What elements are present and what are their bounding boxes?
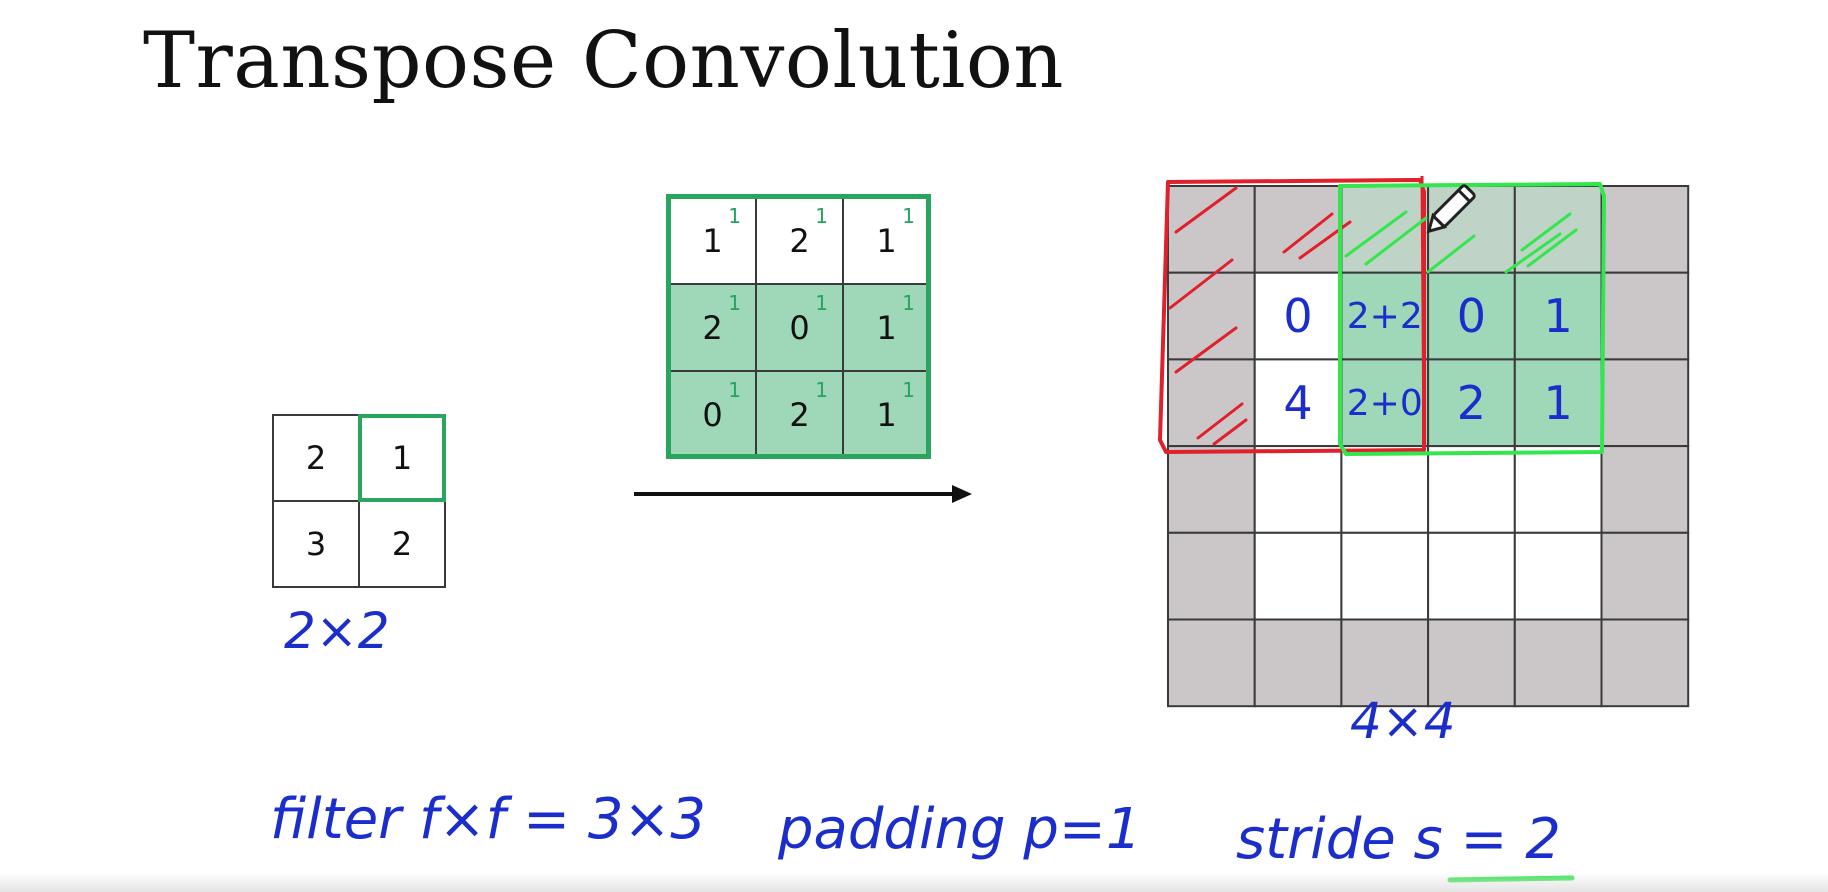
output-cell	[1515, 446, 1602, 533]
output-handwritten-value: 2	[1457, 376, 1486, 430]
output-cell	[1168, 446, 1255, 533]
input-cell: 1	[358, 414, 446, 502]
output-cell	[1255, 359, 1342, 446]
output-handwritten-value: 1	[1544, 289, 1573, 343]
input-cell: 3	[272, 500, 360, 588]
output-handwritten-value: 2+2	[1347, 296, 1423, 337]
output-cell	[1515, 186, 1602, 273]
output-cell	[1255, 446, 1342, 533]
output-cell	[1428, 273, 1515, 360]
output-cell	[1341, 533, 1428, 620]
output-cell	[1255, 533, 1342, 620]
bottom-edge-fade	[0, 872, 1828, 892]
output-cell	[1602, 186, 1689, 273]
output-cell	[1255, 186, 1342, 273]
output-cell	[1515, 620, 1602, 707]
red-highlight-region	[1160, 176, 1424, 452]
output-cell	[1515, 359, 1602, 446]
output-cell	[1168, 620, 1255, 707]
output-cell	[1168, 359, 1255, 446]
input-cell-value: 3	[306, 525, 326, 563]
output-cell	[1168, 186, 1255, 273]
output-handwritten-value: 0	[1457, 289, 1486, 343]
output-cell	[1428, 186, 1515, 273]
output-cell	[1168, 273, 1255, 360]
input-cell-value: 2	[392, 525, 412, 563]
input-cell: 2	[358, 500, 446, 588]
output-cell	[1428, 446, 1515, 533]
output-cell	[1341, 620, 1428, 707]
output-cell	[1428, 620, 1515, 707]
output-handwritten-values: 0 2+2 0 1 4 2+0 2 1	[1283, 289, 1572, 430]
output-handwritten-value: 4	[1283, 376, 1312, 430]
output-cell	[1602, 359, 1689, 446]
output-cell	[1341, 359, 1428, 446]
output-size-label: 4×4	[1350, 692, 1456, 750]
output-cell	[1255, 273, 1342, 360]
output-cell	[1428, 359, 1515, 446]
output-cell	[1602, 446, 1689, 533]
input-cell: 2	[272, 414, 360, 502]
output-handwritten-value: 2+0	[1347, 383, 1423, 424]
filter-border	[666, 194, 931, 459]
output-cell	[1602, 620, 1689, 707]
output-matrix	[1168, 186, 1688, 706]
output-cell	[1602, 273, 1689, 360]
output-handwritten-value: 1	[1544, 376, 1573, 430]
output-cell	[1168, 533, 1255, 620]
green-highlight-region	[1340, 184, 1604, 454]
filter-size-label: filter f×f = 3×3	[270, 787, 706, 852]
output-cell	[1341, 446, 1428, 533]
output-cell	[1255, 620, 1342, 707]
input-cell-value: 2	[306, 439, 326, 477]
output-cell	[1602, 533, 1689, 620]
output-cell	[1341, 273, 1428, 360]
output-cell	[1515, 273, 1602, 360]
output-cell	[1341, 186, 1428, 273]
arrow-right-icon	[634, 485, 972, 503]
input-size-label: 2×2	[284, 602, 390, 660]
padding-label: padding p=1	[777, 797, 1141, 862]
output-cell	[1428, 533, 1515, 620]
page-title: Transpose Convolution	[143, 16, 1064, 106]
output-cell	[1515, 533, 1602, 620]
input-cell-value: 1	[392, 439, 412, 477]
output-handwritten-value: 0	[1283, 289, 1312, 343]
stride-label: stride s = 2	[1236, 807, 1561, 872]
pencil-cursor-icon	[1423, 185, 1475, 237]
